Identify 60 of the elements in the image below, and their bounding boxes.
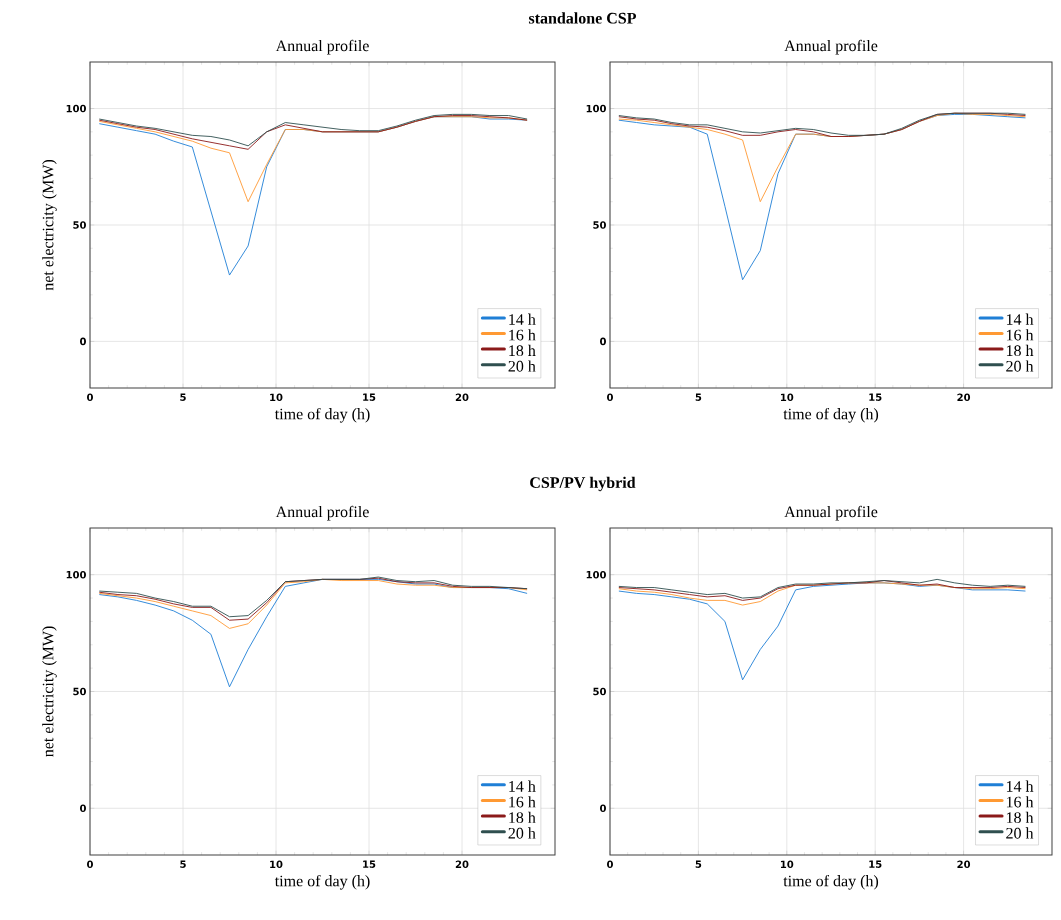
legend-label: 18 h	[509, 811, 536, 824]
x-tick-label: 5	[695, 393, 702, 401]
legend-label: 18 h	[1006, 811, 1034, 824]
x-tick-label: 20	[957, 393, 971, 402]
legend-label: 18 h	[509, 344, 536, 357]
x-tick-label: 5	[180, 860, 186, 868]
legend-label: 14 h	[1006, 780, 1034, 792]
x-tick-label: 15	[869, 860, 882, 868]
legend-label: 20 h	[1006, 360, 1034, 372]
chart-title: Annual profile	[275, 39, 369, 55]
legend-label: 16 h	[1006, 796, 1034, 808]
x-tick-label: 5	[695, 860, 702, 868]
y-tick-label: 50	[593, 221, 606, 229]
legend-label: 20 h	[1006, 827, 1034, 839]
x-tick-label: 0	[607, 393, 613, 402]
y-tick-label: 100	[586, 570, 606, 579]
legend-label: 20 h	[508, 827, 536, 839]
legend-label: 14 h	[1006, 313, 1034, 325]
x-axis-title: time of day (h)	[783, 874, 879, 890]
y-tick-label: 100	[66, 570, 86, 579]
text: standalone CSP	[528, 12, 637, 24]
x-tick-label: 0	[87, 860, 93, 869]
x-tick-label: 10	[780, 860, 794, 869]
x-tick-label: 10	[270, 860, 283, 869]
chart-title: Annual profile	[275, 505, 369, 521]
y-axis-title: net electricity (MW)	[42, 159, 57, 291]
legend-label: 14 h	[509, 780, 536, 792]
x-axis-title: time of day (h)	[274, 407, 370, 423]
x-axis-title: time of day (h)	[274, 874, 370, 890]
x-tick-label: 15	[869, 393, 882, 401]
y-tick-label: 100	[586, 104, 606, 113]
x-tick-label: 10	[780, 393, 794, 402]
x-tick-label: 20	[455, 393, 469, 402]
y-tick-label: 100	[66, 104, 86, 113]
y-tick-label: 50	[73, 221, 86, 229]
legend-label: 18 h	[1006, 344, 1034, 357]
text: CSP/PV hybrid	[530, 476, 636, 492]
legend-label: 16 h	[1006, 329, 1034, 341]
x-tick-label: 15	[363, 860, 376, 868]
y-tick-label: 0	[600, 337, 606, 346]
y-axis-title: net electricity (MW)	[42, 626, 57, 757]
x-tick-label: 10	[270, 393, 283, 402]
legend-label: 16 h	[509, 329, 536, 341]
y-tick-label: 0	[80, 804, 86, 813]
legend-label: 20 h	[508, 360, 536, 372]
x-tick-label: 0	[87, 393, 93, 402]
legend-label: 14 h	[509, 313, 536, 325]
legend-label: 16 h	[509, 796, 536, 808]
y-tick-label: 50	[593, 687, 606, 696]
x-tick-label: 15	[363, 393, 376, 401]
x-axis-title: time of day (h)	[783, 407, 879, 423]
y-tick-label: 50	[73, 687, 86, 696]
x-tick-label: 20	[957, 860, 971, 869]
chart-title: Annual profile	[784, 39, 878, 55]
y-tick-label: 0	[80, 337, 86, 346]
y-tick-label: 0	[600, 804, 606, 813]
x-tick-label: 5	[180, 393, 186, 401]
x-tick-label: 0	[607, 860, 613, 869]
chart-title: Annual profile	[784, 505, 878, 521]
x-tick-label: 20	[455, 860, 469, 869]
